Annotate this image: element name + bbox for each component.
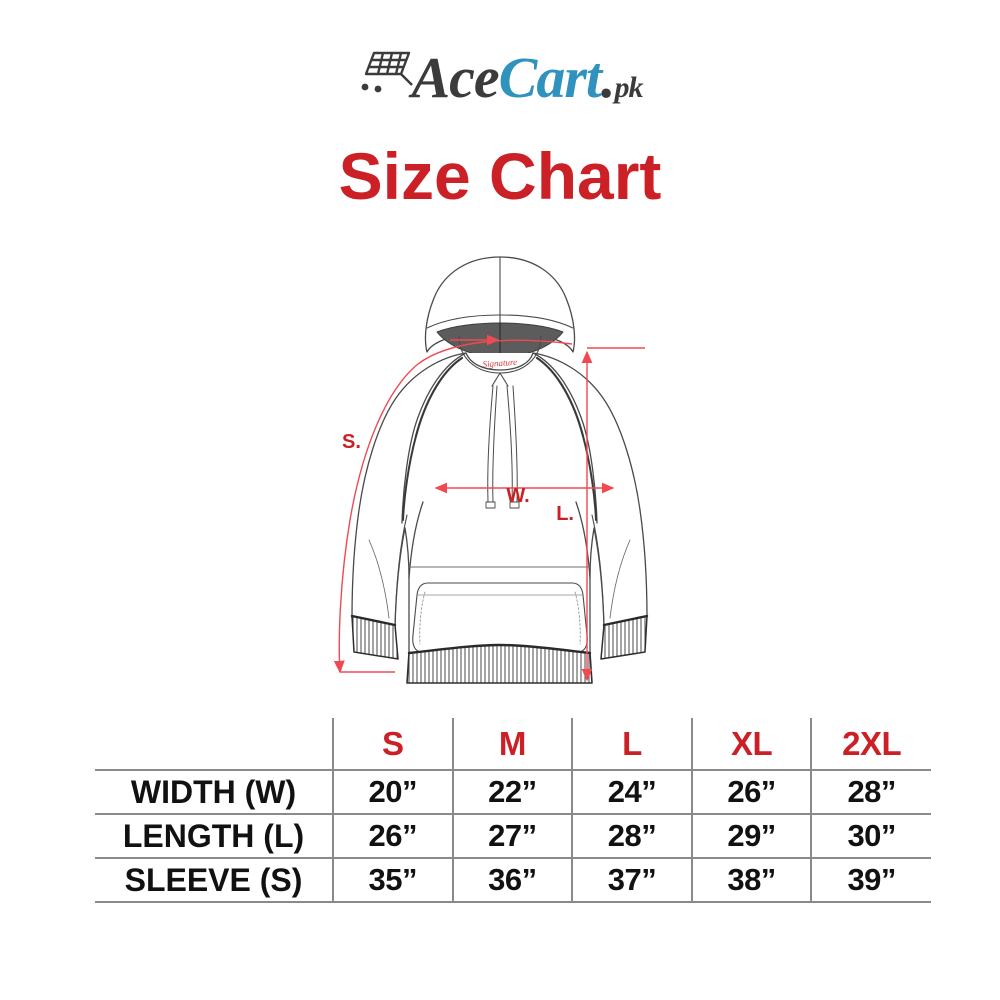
cell-length-l: 28” [571,813,692,858]
cell-width-m: 22” [451,770,573,814]
brand-wordmark: AceCart.pk [411,49,644,107]
size-table-body: WIDTH (W) 20” 22” 24” 26” 28” LENGTH (L)… [95,770,931,903]
sleeve-measure-label: S. [342,431,361,453]
page-title: Size Chart [338,139,662,213]
brand-part-cart: Cart [498,45,602,110]
size-table-container: S M L XL 2XL WIDTH (W) 20” 22” 24” 26” 2… [95,718,931,903]
cell-length-m: 27” [451,813,573,858]
table-header-row: S M L XL 2XL [95,718,931,771]
table-row: SLEEVE (S) 35” 36” 37” 38” 39” [95,857,931,903]
cell-length-2xl: 30” [810,813,931,858]
collar-script-mark: Signature [482,357,517,369]
header-cell-blank [95,718,333,771]
row-label-sleeve: SLEEVE (S) [95,857,333,903]
brand-dot: . [601,45,615,110]
cell-sleeve-l: 37” [571,857,692,903]
row-label-width: WIDTH (W) [130,773,297,810]
header-cell-l: L [571,718,692,771]
brand-part-ace: Ace [411,45,499,110]
length-measure-label: L. [556,503,574,525]
width-measure-label: W. [506,485,529,507]
row-label-length: LENGTH (L) [95,813,333,858]
table-row: WIDTH (W) 20” 22” 24” 26” 28” [95,770,931,814]
cell-sleeve-xl: 38” [690,857,812,903]
brand-logo: AceCart.pk [0,42,1000,114]
size-table: S M L XL 2XL WIDTH (W) 20” 22” 24” 26” 2… [95,718,931,903]
brand-tld: pk [614,71,644,104]
cell-sleeve-s: 35” [332,857,453,903]
cell-length-s: 26” [332,813,453,858]
cell-sleeve-2xl: 39” [810,857,931,903]
cell-width-2xl: 28” [810,770,931,814]
header-cell-xl: XL [690,718,812,771]
cell-sleeve-m: 36” [451,857,573,903]
cell-width-l: 24” [571,770,692,814]
hoodie-technical-drawing: Signature S. W. L. [300,240,700,710]
cell-length-xl: 29” [690,813,812,858]
table-row: LENGTH (L) 26” 27” 28” 29” 30” [95,813,931,858]
cell-width-xl: 26” [690,770,812,814]
shopping-cart-icon [357,46,414,110]
cell-width-s: 20” [332,770,453,814]
size-table-head: S M L XL 2XL [95,718,931,771]
header-cell-m: M [451,718,573,771]
header-cell-2xl: 2XL [810,718,931,771]
header-cell-s: S [332,718,453,771]
